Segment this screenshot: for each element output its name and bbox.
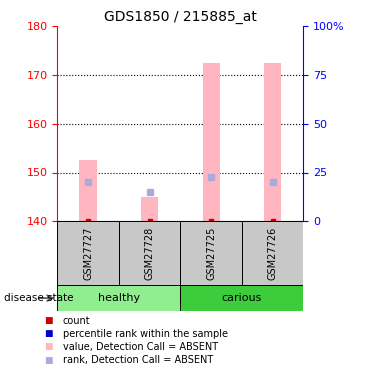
Text: ■: ■ xyxy=(44,316,52,325)
Text: disease state: disease state xyxy=(4,293,73,303)
Text: GSM27728: GSM27728 xyxy=(145,226,155,280)
Bar xyxy=(181,221,242,285)
Bar xyxy=(57,221,119,285)
Text: ■: ■ xyxy=(44,342,52,351)
Text: value, Detection Call = ABSENT: value, Detection Call = ABSENT xyxy=(63,342,218,352)
Bar xyxy=(181,285,303,311)
Text: rank, Detection Call = ABSENT: rank, Detection Call = ABSENT xyxy=(63,355,213,365)
Title: GDS1850 / 215885_at: GDS1850 / 215885_at xyxy=(104,10,257,24)
Bar xyxy=(264,63,281,221)
Text: percentile rank within the sample: percentile rank within the sample xyxy=(63,329,228,339)
Bar xyxy=(57,285,181,311)
Text: ■: ■ xyxy=(44,329,52,338)
Bar xyxy=(242,221,303,285)
Text: carious: carious xyxy=(222,293,262,303)
Bar xyxy=(141,197,158,221)
Bar xyxy=(119,221,181,285)
Text: healthy: healthy xyxy=(98,293,140,303)
Text: GSM27725: GSM27725 xyxy=(206,226,216,280)
Bar xyxy=(202,63,220,221)
Text: count: count xyxy=(63,316,91,326)
Text: GSM27727: GSM27727 xyxy=(83,226,93,280)
Text: GSM27726: GSM27726 xyxy=(268,226,278,280)
Bar xyxy=(80,160,97,221)
Text: ■: ■ xyxy=(44,356,52,364)
